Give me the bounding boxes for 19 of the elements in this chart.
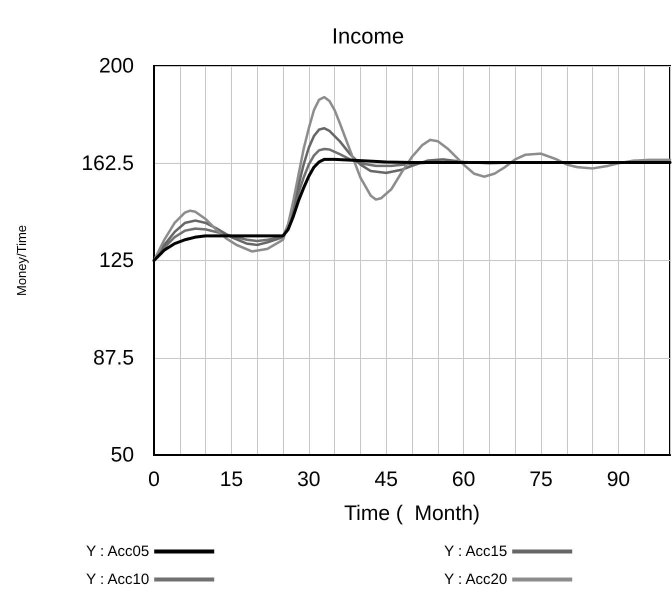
y-tick-label: 87.5	[93, 346, 134, 370]
x-tick-label: 0	[148, 468, 160, 491]
legend-label: Y : Acc20	[444, 571, 508, 588]
legend-label: Y : Acc10	[86, 571, 150, 588]
y-tick-label: 50	[110, 444, 134, 466]
y-tick-label: 162.5	[81, 152, 134, 175]
y-tick-label: 200	[98, 54, 134, 78]
x-tick-label: 90	[606, 468, 630, 491]
x-tick-label: 75	[529, 468, 553, 491]
y-axis-title: Money/Time	[14, 224, 29, 296]
x-axis-title: Time ( Month)	[344, 502, 480, 525]
x-tick-label: 60	[452, 468, 476, 491]
y-tick-label: 125	[98, 249, 134, 272]
legend-label: Y : Acc15	[444, 543, 508, 560]
chart-title: Income	[332, 24, 404, 48]
x-tick-label: 30	[297, 468, 320, 491]
legend-label: Y : Acc05	[86, 543, 150, 560]
x-tick-label: 45	[374, 468, 398, 491]
x-tick-label: 15	[220, 468, 244, 491]
